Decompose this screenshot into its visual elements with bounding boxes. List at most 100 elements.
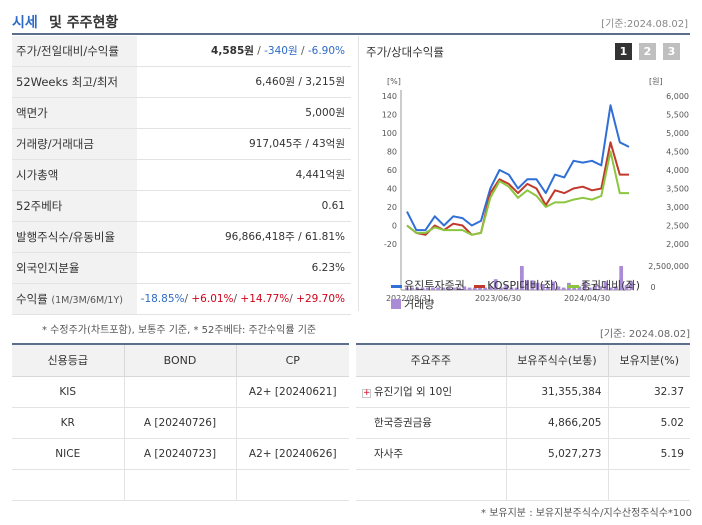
volume-bar <box>535 282 540 290</box>
volume-row: 거래량/거래대금 917,045주 / 43억원 <box>12 129 351 160</box>
left-tick-label: 100 <box>382 129 397 138</box>
volume-bar <box>619 266 624 290</box>
holders-header: 주요주주 <box>356 345 507 377</box>
credit-header-row: 신용등급 BOND CP <box>12 345 349 377</box>
legend-item: 유진투자증권 <box>391 277 465 293</box>
legend-label: KOSPI대비(좌) <box>487 279 559 292</box>
price-info-table: 주가/전일대비/수익률 4,585원 / -340원 / -6.90% 52We… <box>12 36 351 315</box>
bond-cell <box>124 376 237 408</box>
volume-value: 917,045주 / 43억원 <box>249 138 345 150</box>
volume-bar <box>561 287 566 290</box>
volume-bar <box>603 281 608 290</box>
left-tick-label: 140 <box>382 92 397 101</box>
right-tick-label: 2,000 <box>666 240 689 249</box>
return-3m: +6.01% <box>191 293 234 305</box>
cp-cell <box>236 469 349 501</box>
volume-bar <box>472 287 477 290</box>
volume-bar <box>624 285 629 290</box>
volume-bar <box>431 287 435 290</box>
volume-bar <box>598 286 603 290</box>
par-value: 5,000원 <box>305 107 345 119</box>
volume-bar <box>441 287 446 290</box>
price-label: 주가/전일대비/수익률 <box>12 36 137 66</box>
chart-tab-1[interactable]: 1 <box>615 43 632 60</box>
volume-bar <box>488 286 493 290</box>
return-6m: +14.77% <box>240 293 290 305</box>
volume-bar <box>452 287 456 290</box>
table-row <box>12 469 349 501</box>
legend-line-icon <box>391 284 402 288</box>
legend-item: KOSPI대비(좌) <box>474 277 558 293</box>
current-price: 4,585원 <box>211 45 254 57</box>
volume-bar <box>614 286 618 290</box>
volume-bar <box>593 285 597 290</box>
section-title-highlight: 시세 <box>12 15 38 31</box>
holder-shares-cell: 5,027,273 <box>506 438 609 470</box>
holder-pct-cell: 5.19 <box>608 438 690 470</box>
cp-cell <box>236 407 349 439</box>
volume-bar <box>540 284 545 290</box>
holder-pct-cell <box>608 469 690 501</box>
left-tick-label: 80 <box>387 148 397 157</box>
chart-tab-3[interactable]: 3 <box>663 43 680 60</box>
volume-bar <box>520 266 524 290</box>
volume-bar <box>493 279 498 290</box>
holder-shares-cell <box>506 469 609 501</box>
holder-pct-cell: 5.02 <box>608 407 690 439</box>
legend-item: 증권대비(좌) <box>567 277 640 293</box>
expand-plus-icon[interactable]: + <box>362 388 371 398</box>
left-axis-unit: [%] <box>387 77 401 86</box>
legend-label: 증권대비(좌) <box>580 279 640 292</box>
header-divider <box>12 33 690 35</box>
legend-square-icon <box>391 299 401 309</box>
volume-bar <box>405 287 409 290</box>
volume-label: 거래량/거래대금 <box>12 129 137 159</box>
return-1y: +29.70% <box>296 293 345 305</box>
volume-bar <box>436 287 441 290</box>
holders-reference-date: [기준: 2024.08.02] <box>599 329 690 340</box>
shareholders-table: 주요주주 보유주식수(보통) 보유지분(%) + 유진기업 외 10인 31,35… <box>356 343 690 501</box>
separator: / <box>233 293 241 305</box>
credit-header: CP <box>236 345 349 377</box>
price-change: -340원 <box>264 45 298 57</box>
price-row: 주가/전일대비/수익률 4,585원 / -340원 / -6.90% <box>12 36 351 67</box>
volume-bar <box>551 281 556 290</box>
legend-label: 유진투자증권 <box>404 279 465 292</box>
x-tick-label: 2022/08/31 <box>386 294 432 303</box>
par-value-label: 액면가 <box>12 98 137 128</box>
agency-cell: KIS <box>12 376 125 408</box>
right-tick-label: 2,500 <box>666 222 689 231</box>
volume-bar <box>425 287 430 290</box>
week52-row: 52Weeks 최고/최저 6,460원 / 3,215원 <box>12 67 351 98</box>
volume-bar <box>556 286 561 290</box>
holders-header: 보유지분(%) <box>608 345 690 377</box>
bond-cell: A [20240723] <box>124 438 237 470</box>
return-1m: -18.85% <box>140 293 185 305</box>
chart-tab-2[interactable]: 2 <box>639 43 656 60</box>
holder-pct-cell: 32.37 <box>608 376 690 408</box>
legend-label: 거래량 <box>404 298 435 311</box>
volume-bar <box>608 287 613 290</box>
volume-bar <box>525 280 529 290</box>
credit-header: BOND <box>124 345 237 377</box>
holder-name-cell[interactable]: + 유진기업 외 10인 <box>356 376 507 408</box>
volume-bar <box>577 286 582 290</box>
left-tick-label: 120 <box>382 111 397 120</box>
volume-bar <box>582 281 587 290</box>
left-tick-label: 60 <box>387 166 397 175</box>
table-row: KIS A2+ [20240621] <box>12 376 349 408</box>
chart-title: 주가/상대수익률 <box>366 45 444 59</box>
holder-name: 유진기업 외 10인 <box>374 386 452 398</box>
shares-label: 발행주식수/유동비율 <box>12 222 137 252</box>
credit-rating-table: 신용등급 BOND CP KIS A2+ [20240621] KR A [20… <box>12 343 349 501</box>
return-label: 수익률 (1M/3M/6M/1Y) <box>12 284 137 314</box>
right-tick-label: 6,000 <box>666 92 689 101</box>
separator: / <box>289 293 297 305</box>
agency-cell <box>12 469 125 501</box>
right-tick-label: 5,000 <box>666 129 689 138</box>
right-tick-label: 4,500 <box>666 148 689 157</box>
week52-value: 6,460원 / 3,215원 <box>255 76 345 88</box>
beta-label: 52주베타 <box>12 191 137 221</box>
